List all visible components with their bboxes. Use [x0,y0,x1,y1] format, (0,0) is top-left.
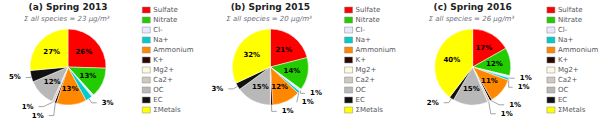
svg-text:Mg2+: Mg2+ [558,66,579,74]
svg-text:21%: 21% [275,46,292,54]
svg-text:Ammonium: Ammonium [153,46,194,54]
svg-text:1%: 1% [501,110,513,118]
svg-text:(a) Spring 2013: (a) Spring 2013 [29,2,108,12]
svg-text:OC: OC [558,86,569,94]
svg-text:26%: 26% [75,48,92,56]
svg-text:1%: 1% [302,98,314,106]
svg-text:13%: 13% [62,85,79,93]
svg-text:Ammonium: Ammonium [558,46,599,54]
svg-text:14%: 14% [284,67,301,75]
svg-text:5%: 5% [9,73,21,81]
svg-text:15%: 15% [463,85,480,93]
svg-text:3%: 3% [102,99,114,107]
svg-text:1%: 1% [520,74,532,82]
svg-text:2%: 2% [427,99,439,107]
svg-text:Nitrate: Nitrate [356,16,380,24]
svg-text:Sulfate: Sulfate [153,6,178,14]
svg-text:(c) Spring 2016: (c) Spring 2016 [434,2,512,12]
svg-text:K+: K+ [558,56,569,64]
svg-text:Σ all species = 23 μg/m³: Σ all species = 23 μg/m³ [24,15,110,23]
svg-text:ΣMetals: ΣMetals [153,106,181,114]
svg-text:1%: 1% [310,89,322,97]
svg-text:27%: 27% [43,48,60,56]
svg-text:1%: 1% [22,103,34,111]
svg-text:32%: 32% [243,51,260,59]
svg-text:Na+: Na+ [356,36,372,44]
svg-text:12%: 12% [486,60,503,68]
svg-text:Σ all species = 20 μg/m³: Σ all species = 20 μg/m³ [226,15,312,23]
svg-text:12%: 12% [44,78,61,86]
svg-text:13%: 13% [80,72,97,80]
svg-text:Nitrate: Nitrate [153,16,177,24]
svg-text:Sulfate: Sulfate [356,6,381,14]
svg-text:EC: EC [153,96,162,104]
svg-text:1%: 1% [509,101,521,109]
svg-text:Nitrate: Nitrate [558,16,582,24]
svg-text:Ca2+: Ca2+ [356,76,376,84]
svg-text:11%: 11% [481,77,498,85]
svg-text:(b) Spring 2015: (b) Spring 2015 [231,2,310,12]
svg-text:K+: K+ [356,56,367,64]
svg-text:Ca2+: Ca2+ [153,76,173,84]
svg-text:ΣMetals: ΣMetals [558,106,586,114]
svg-text:17%: 17% [475,44,492,52]
svg-text:1%: 1% [518,83,530,91]
svg-text:1%: 1% [32,112,44,120]
svg-text:Mg2+: Mg2+ [153,66,174,74]
svg-text:EC: EC [356,96,365,104]
svg-text:Na+: Na+ [153,36,169,44]
svg-text:Σ all species = 26 μg/m³: Σ all species = 26 μg/m³ [429,15,515,23]
svg-text:Ammonium: Ammonium [356,46,397,54]
svg-text:1%: 1% [282,107,294,115]
svg-text:K+: K+ [153,56,164,64]
svg-text:Cl-: Cl- [558,26,568,34]
svg-text:OC: OC [153,86,164,94]
svg-text:Cl-: Cl- [153,26,163,34]
svg-text:Na+: Na+ [558,36,574,44]
svg-text:3%: 3% [211,85,223,93]
svg-text:OC: OC [356,86,367,94]
svg-text:Mg2+: Mg2+ [356,66,377,74]
svg-text:15%: 15% [252,83,269,91]
svg-text:ΣMetals: ΣMetals [356,106,384,114]
svg-text:Cl-: Cl- [356,26,366,34]
svg-text:Ca2+: Ca2+ [558,76,578,84]
svg-text:40%: 40% [443,56,460,64]
svg-text:Sulfate: Sulfate [558,6,583,14]
svg-text:EC: EC [558,96,567,104]
svg-text:12%: 12% [271,83,288,91]
